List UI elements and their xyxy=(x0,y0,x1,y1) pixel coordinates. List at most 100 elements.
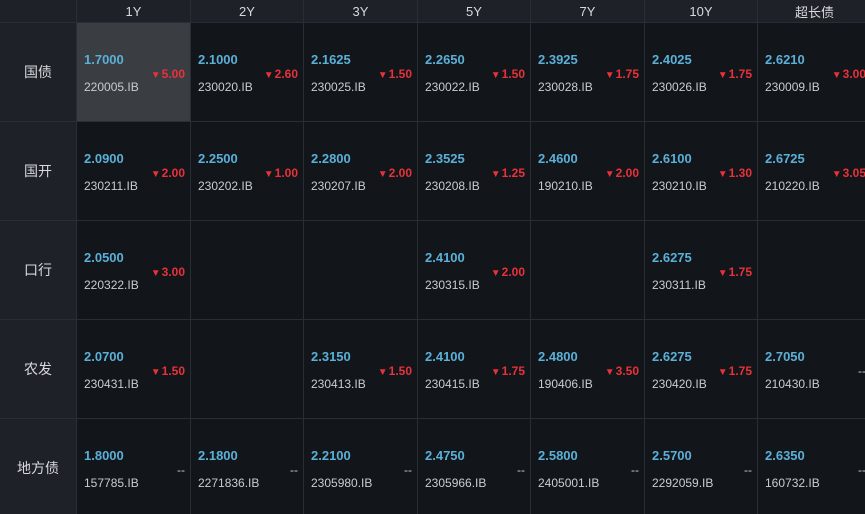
change-value: ▼1.75 xyxy=(718,67,752,81)
change-value: ▼2.60 xyxy=(264,67,298,81)
yield-value: 2.5800 xyxy=(538,448,578,463)
quote-cell[interactable]: 2.6350 160732.IB -- xyxy=(758,419,865,514)
quote-cell[interactable]: 2.4600 190210.IB ▼2.00 xyxy=(531,122,644,220)
down-triangle-icon: ▼ xyxy=(150,169,161,180)
quote-cell[interactable]: 2.3150 230413.IB ▼1.50 xyxy=(304,320,417,418)
change-value: -- xyxy=(404,463,412,477)
row-label-1: 国开 xyxy=(0,122,76,220)
change-text: -- xyxy=(290,463,298,477)
yield-value: 2.2500 xyxy=(198,151,238,166)
quote-cell[interactable]: 2.4025 230026.IB ▼1.75 xyxy=(645,23,757,121)
yield-value: 2.6725 xyxy=(765,151,805,166)
down-triangle-icon: ▼ xyxy=(490,169,501,180)
yield-value: 1.8000 xyxy=(84,448,124,463)
change-text: 1.50 xyxy=(501,67,525,81)
column-header-3: 5Y xyxy=(418,0,530,22)
yield-value: 2.4800 xyxy=(538,349,578,364)
quote-cell[interactable]: 2.3525 230208.IB ▼1.25 xyxy=(418,122,530,220)
quote-cell[interactable]: 2.7050 210430.IB -- xyxy=(758,320,865,418)
quote-cell[interactable]: 2.2800 230207.IB ▼2.00 xyxy=(304,122,417,220)
quote-cell[interactable]: 2.4100 230315.IB ▼2.00 xyxy=(418,221,530,319)
change-text: 3.00 xyxy=(161,265,185,279)
change-text: 1.30 xyxy=(728,166,752,180)
change-value: -- xyxy=(177,463,185,477)
yield-value: 2.3150 xyxy=(311,349,351,364)
down-triangle-icon: ▼ xyxy=(150,268,161,279)
quote-cell-empty xyxy=(191,221,303,319)
down-triangle-icon: ▼ xyxy=(377,70,388,81)
quote-cell[interactable]: 2.2100 2305980.IB -- xyxy=(304,419,417,514)
quote-cell[interactable]: 2.2500 230202.IB ▼1.00 xyxy=(191,122,303,220)
quote-cell[interactable]: 2.1000 230020.IB ▼2.60 xyxy=(191,23,303,121)
bond-code: 230208.IB xyxy=(425,179,480,193)
change-value: ▼1.25 xyxy=(491,166,525,180)
quote-cell[interactable]: 2.6275 230420.IB ▼1.75 xyxy=(645,320,757,418)
quote-cell[interactable]: 2.4800 190406.IB ▼3.50 xyxy=(531,320,644,418)
change-value: ▼1.75 xyxy=(491,364,525,378)
change-text: 2.00 xyxy=(501,265,525,279)
change-text: -- xyxy=(858,364,865,378)
bond-code: 230207.IB xyxy=(311,179,366,193)
yield-value: 2.6210 xyxy=(765,52,805,67)
quote-cell[interactable]: 2.6100 230210.IB ▼1.30 xyxy=(645,122,757,220)
quote-cell[interactable]: 2.4750 2305966.IB -- xyxy=(418,419,530,514)
down-triangle-icon: ▼ xyxy=(831,169,842,180)
quote-cell[interactable]: 1.7000 220005.IB ▼5.00 xyxy=(77,23,190,121)
change-value: -- xyxy=(517,463,525,477)
yield-value: 2.4600 xyxy=(538,151,578,166)
yield-value: 2.4750 xyxy=(425,448,465,463)
quote-cell[interactable]: 2.2650 230022.IB ▼1.50 xyxy=(418,23,530,121)
quote-cell-empty xyxy=(531,221,644,319)
quote-cell[interactable]: 1.8000 157785.IB -- xyxy=(77,419,190,514)
quote-cell[interactable]: 2.5700 2292059.IB -- xyxy=(645,419,757,514)
change-text: -- xyxy=(744,463,752,477)
yield-value: 2.0700 xyxy=(84,349,124,364)
quote-cell[interactable]: 2.0900 230211.IB ▼2.00 xyxy=(77,122,190,220)
quote-cell[interactable]: 2.3925 230028.IB ▼1.75 xyxy=(531,23,644,121)
quote-cell[interactable]: 2.4100 230415.IB ▼1.75 xyxy=(418,320,530,418)
down-triangle-icon: ▼ xyxy=(377,169,388,180)
bond-code: 2405001.IB xyxy=(538,476,600,490)
column-header-4: 7Y xyxy=(531,0,644,22)
change-text: 1.50 xyxy=(388,364,412,378)
bond-code: 230202.IB xyxy=(198,179,253,193)
bond-code: 230311.IB xyxy=(652,278,706,292)
change-value: ▼3.50 xyxy=(605,364,639,378)
bond-code: 230009.IB xyxy=(765,80,820,94)
yield-value: 2.1000 xyxy=(198,52,238,67)
change-text: 3.00 xyxy=(842,67,865,81)
column-header-1: 2Y xyxy=(191,0,303,22)
down-triangle-icon: ▼ xyxy=(717,169,728,180)
quote-cell[interactable]: 2.6725 210220.IB ▼3.05 xyxy=(758,122,865,220)
quote-cell[interactable]: 2.1800 2271836.IB -- xyxy=(191,419,303,514)
bond-code: 230022.IB xyxy=(425,80,480,94)
yield-value: 2.6275 xyxy=(652,349,692,364)
change-value: -- xyxy=(290,463,298,477)
bond-code: 157785.IB xyxy=(84,476,139,490)
bond-code: 230415.IB xyxy=(425,377,480,391)
quote-cell[interactable]: 2.6210 230009.IB ▼3.00 xyxy=(758,23,865,121)
quote-cell-empty xyxy=(304,221,417,319)
change-text: -- xyxy=(631,463,639,477)
change-value: ▼1.75 xyxy=(718,265,752,279)
change-text: 3.50 xyxy=(615,364,639,378)
change-value: ▼5.00 xyxy=(151,67,185,81)
quote-cell[interactable]: 2.5800 2405001.IB -- xyxy=(531,419,644,514)
column-header-5: 10Y xyxy=(645,0,757,22)
change-text: 1.75 xyxy=(728,67,752,81)
change-value: -- xyxy=(744,463,752,477)
change-value: ▼1.50 xyxy=(378,364,412,378)
quote-cell[interactable]: 2.6275 230311.IB ▼1.75 xyxy=(645,221,757,319)
quote-cell[interactable]: 2.0500 220322.IB ▼3.00 xyxy=(77,221,190,319)
quote-cell[interactable]: 2.0700 230431.IB ▼1.50 xyxy=(77,320,190,418)
change-text: -- xyxy=(858,463,865,477)
yield-value: 2.5700 xyxy=(652,448,692,463)
change-text: 2.00 xyxy=(161,166,185,180)
bond-code: 230420.IB xyxy=(652,377,707,391)
change-value: ▼1.75 xyxy=(718,364,752,378)
yield-value: 2.2650 xyxy=(425,52,465,67)
row-label-2: 口行 xyxy=(0,221,76,319)
quote-cell-empty xyxy=(758,221,865,319)
quote-cell[interactable]: 2.1625 230025.IB ▼1.50 xyxy=(304,23,417,121)
